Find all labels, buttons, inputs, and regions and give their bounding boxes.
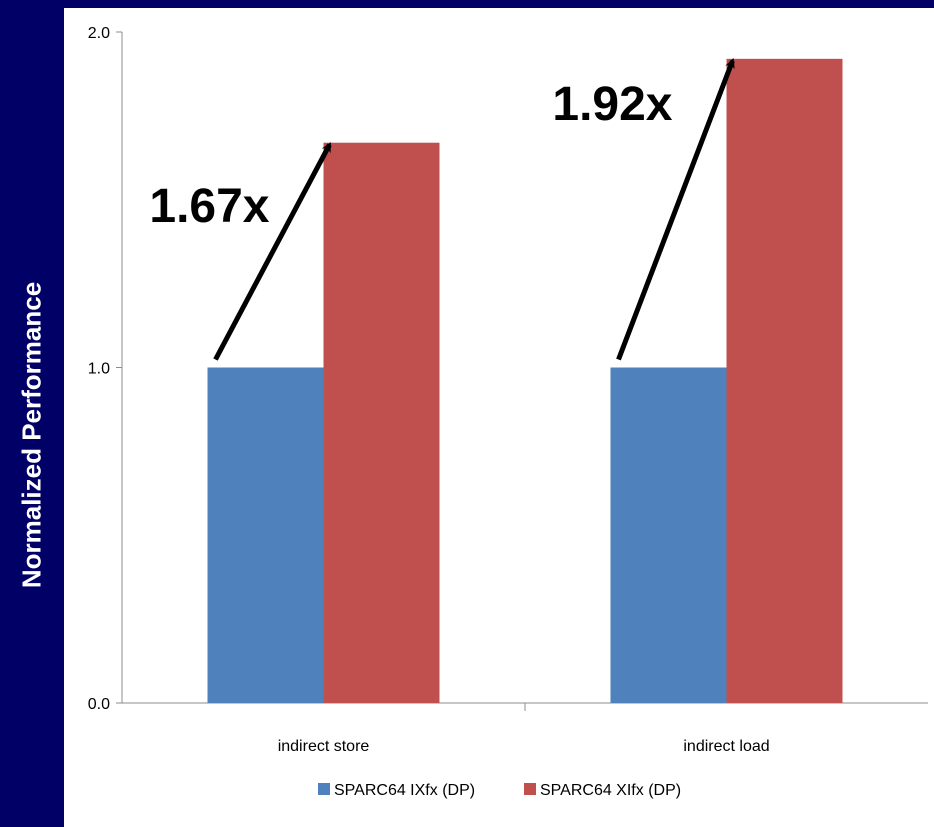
bar-xifx: [726, 58, 843, 703]
annotations: 1.67x 1.92x: [149, 58, 735, 361]
legend-label: SPARC64 XIfx (DP): [540, 782, 681, 799]
y-axis-label-band: Normalized Performance: [0, 0, 64, 827]
legend-swatch: [524, 783, 536, 795]
speedup-label: 1.92x: [552, 78, 672, 131]
bar-ixfx: [207, 367, 324, 703]
speedup-arrow: [213, 142, 332, 361]
bar-ixfx: [610, 367, 727, 703]
y-tick-label: 1.0: [88, 361, 110, 378]
y-tick-label: 0.0: [88, 696, 110, 713]
bar-xifx: [323, 142, 440, 704]
legend-swatch: [318, 783, 330, 795]
y-tick-label: 2.0: [88, 25, 110, 42]
axes: 0.0 1.0 2.0 indirect store indirect load: [88, 25, 928, 755]
x-category-label: indirect load: [683, 738, 769, 755]
legend-label: SPARC64 IXfx (DP): [334, 782, 475, 799]
bars: [207, 58, 843, 704]
speedup-arrow: [616, 58, 735, 361]
legend: SPARC64 IXfx (DP) SPARC64 XIfx (DP): [318, 782, 681, 799]
speedup-label: 1.67x: [149, 180, 269, 233]
x-category-label: indirect store: [278, 738, 370, 755]
